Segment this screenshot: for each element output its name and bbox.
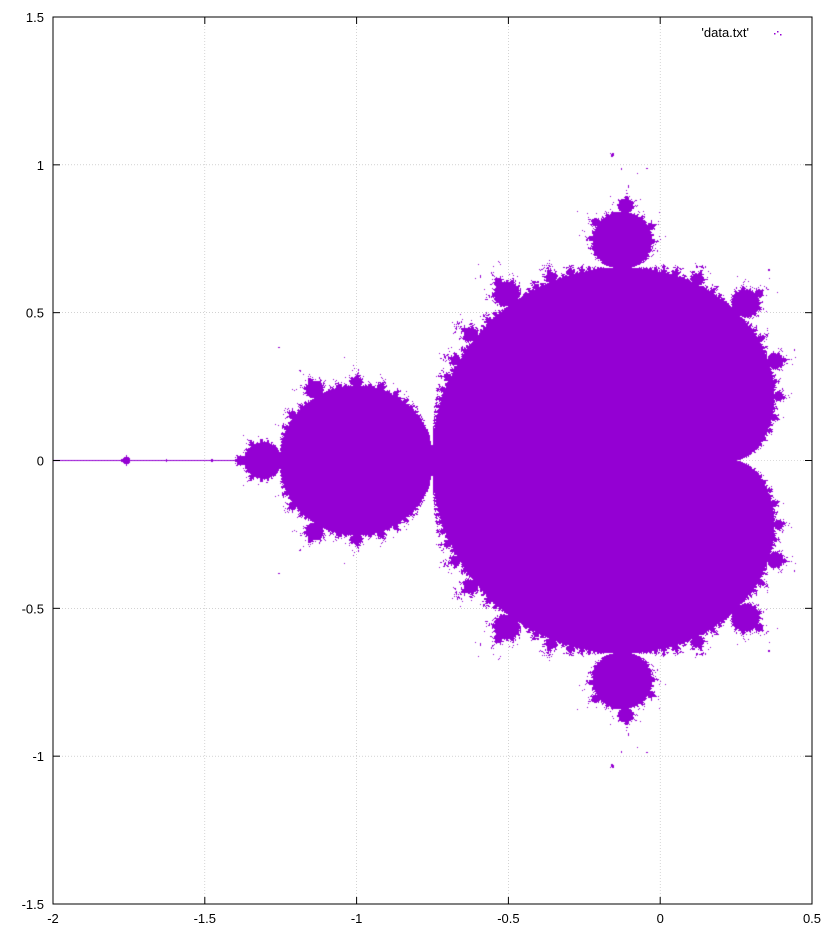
y-tick-label: 0.5 [26, 306, 44, 321]
x-axis-tick-labels: -2 -1.5 -1 -0.5 0 0.5 [47, 911, 821, 926]
y-tick-label: -1.5 [22, 897, 44, 912]
y-tick-label: -0.5 [22, 601, 44, 616]
x-tick-label: -0.5 [497, 911, 519, 926]
y-tick-label: 1.5 [26, 10, 44, 25]
axis-ticks [52, 16, 813, 905]
legend-entry-label: 'data.txt' [701, 25, 749, 40]
legend: 'data.txt' [701, 25, 782, 40]
x-tick-label: 0 [657, 911, 664, 926]
y-tick-label: 1 [37, 158, 44, 173]
legend-entry-marker [774, 31, 782, 36]
mandelbrot-point-cloud [53, 17, 812, 904]
x-tick-label: -2 [47, 911, 59, 926]
x-tick-label: 0.5 [803, 911, 821, 926]
y-axis-tick-labels: -1.5 -1 -0.5 0 0.5 1 1.5 [22, 10, 44, 912]
series-data-txt [53, 17, 812, 904]
legend-dot [780, 34, 782, 36]
y-tick-label: 0 [37, 454, 44, 469]
x-tick-label: -1.5 [194, 911, 216, 926]
y-tick-label: -1 [32, 749, 44, 764]
legend-dot [777, 31, 779, 33]
legend-dot [774, 33, 776, 35]
x-tick-label: -1 [351, 911, 363, 926]
